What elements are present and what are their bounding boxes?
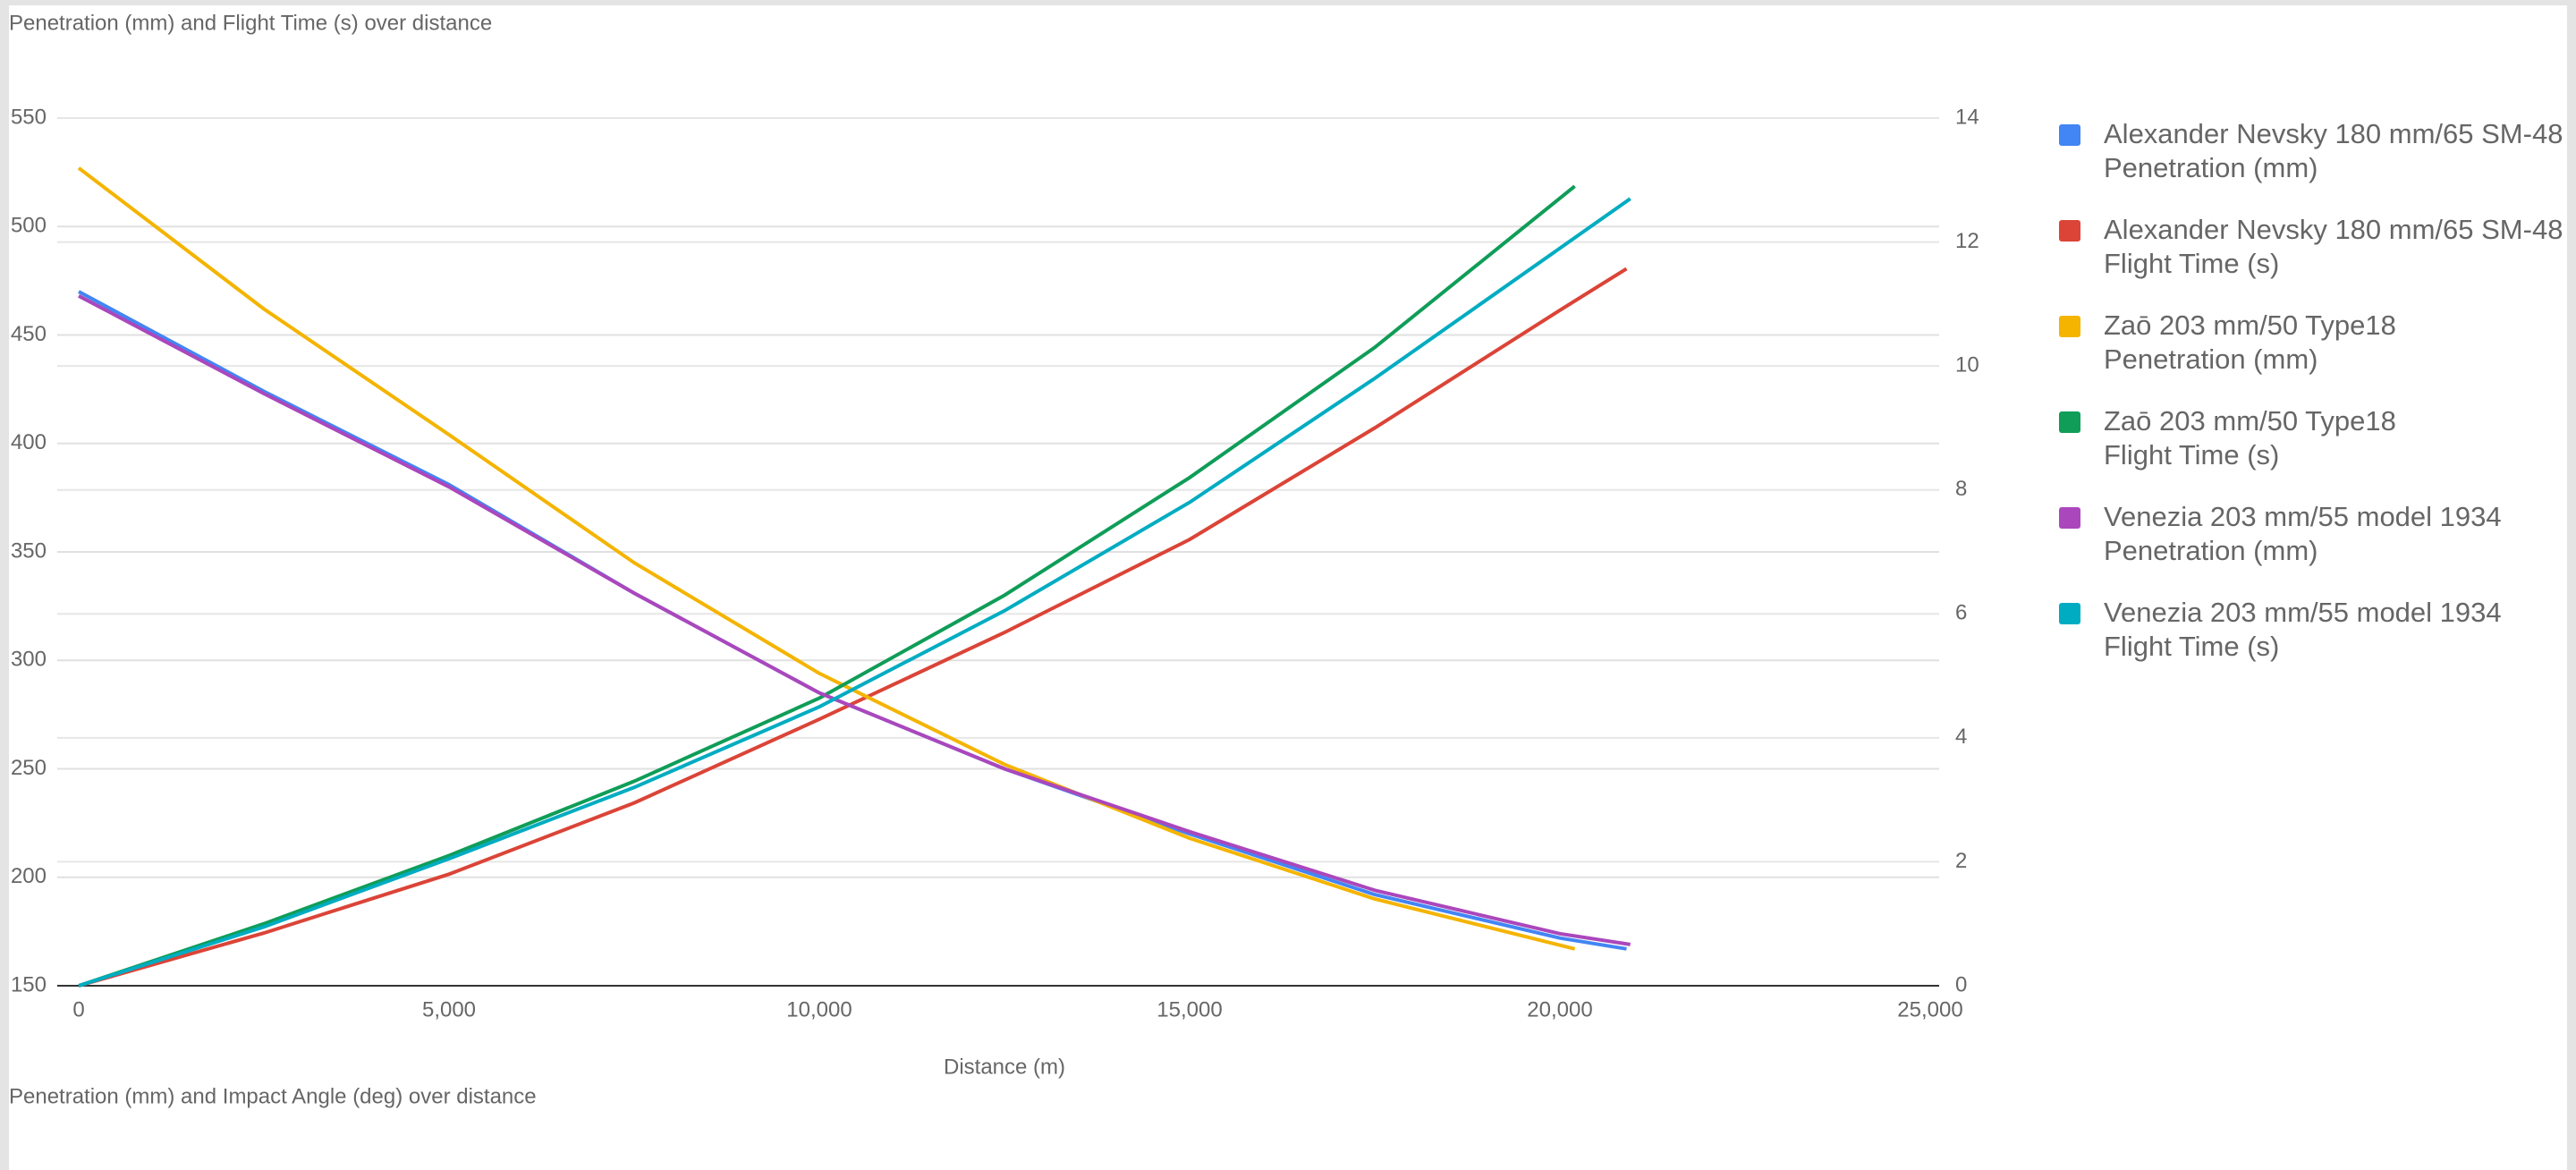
y-tick-label: 200 [11,864,47,888]
legend-entry: Alexander Nevsky 180 mm/65 SM-48 Penetra… [2059,117,2563,185]
chart-title: Penetration (mm) and Impact Angle (deg) … [9,1084,537,1108]
legend-label: Venezia 203 mm/55 model 1934 Flight Time… [2104,597,2502,662]
legend-swatch [2059,411,2080,433]
y-tick-label: 150 [11,972,47,996]
legend-label: Alexander Nevsky 180 mm/65 SM-48 Flight … [2104,214,2563,279]
series-line [78,184,1576,988]
series-line [78,267,1628,988]
chart-title: Penetration (mm) and Flight Time (s) ove… [9,11,492,35]
legend-entry: Zaō 203 mm/50 Type18 Penetration (mm) [2059,309,2563,377]
y2-tick-label: 10 [1955,352,1979,377]
legend-swatch [2059,220,2080,242]
y2-tick-label: 12 [1955,229,1979,253]
y2-tick-label: 4 [1955,725,1967,749]
y2-tick-label: 0 [1955,972,1967,996]
legend-swatch [2059,316,2080,337]
y-tick-label: 450 [11,322,47,346]
legend-label: Venezia 203 mm/55 model 1934 Penetration… [2104,501,2502,566]
y-tick-label: 400 [11,430,47,454]
series-line [77,166,1576,951]
y2-tick-label: 8 [1955,477,1967,501]
legend: Alexander Nevsky 180 mm/65 SM-48 Penetra… [2059,117,2563,691]
x-tick-label: 5,000 [422,997,476,1022]
x-tick-label: 25,000 [1897,997,1962,1022]
y-tick-label: 500 [11,214,47,238]
y-tick-label: 300 [11,648,47,672]
x-tick-label: 20,000 [1527,997,1592,1022]
x-tick-label: 15,000 [1157,997,1222,1022]
legend-entry: Zaō 203 mm/50 Type18 Flight Time (s) [2059,404,2563,472]
legend-entry: Venezia 203 mm/55 model 1934 Flight Time… [2059,596,2563,664]
y-tick-label: 550 [11,105,47,129]
x-axis-title: Distance (m) [944,1055,1065,1079]
chart-panel: Penetration (mm) and Flight Time (s) ove… [9,5,2567,1170]
legend-swatch [2059,507,2080,529]
legend-swatch [2059,124,2080,146]
legend-entry: Venezia 203 mm/55 model 1934 Penetration… [2059,500,2563,568]
legend-label: Alexander Nevsky 180 mm/65 SM-48 Penetra… [2104,118,2563,183]
y2-tick-label: 6 [1955,601,1967,625]
legend-entry: Alexander Nevsky 180 mm/65 SM-48 Flight … [2059,213,2563,281]
y2-tick-label: 14 [1955,105,1979,129]
series-line [78,290,1627,951]
legend-label: Zaō 203 mm/50 Type18 Penetration (mm) [2104,309,2396,375]
y2-tick-label: 2 [1955,849,1967,873]
chart: Penetration (mm) and Flight Time (s) ove… [9,11,1979,1108]
series-line [78,294,1631,946]
x-tick-label: 0 [72,997,84,1022]
series-line [78,197,1631,988]
legend-swatch [2059,603,2080,624]
y-tick-label: 350 [11,538,47,563]
x-tick-label: 10,000 [786,997,852,1022]
y-tick-label: 250 [11,756,47,780]
legend-label: Zaō 203 mm/50 Type18 Flight Time (s) [2104,405,2396,471]
